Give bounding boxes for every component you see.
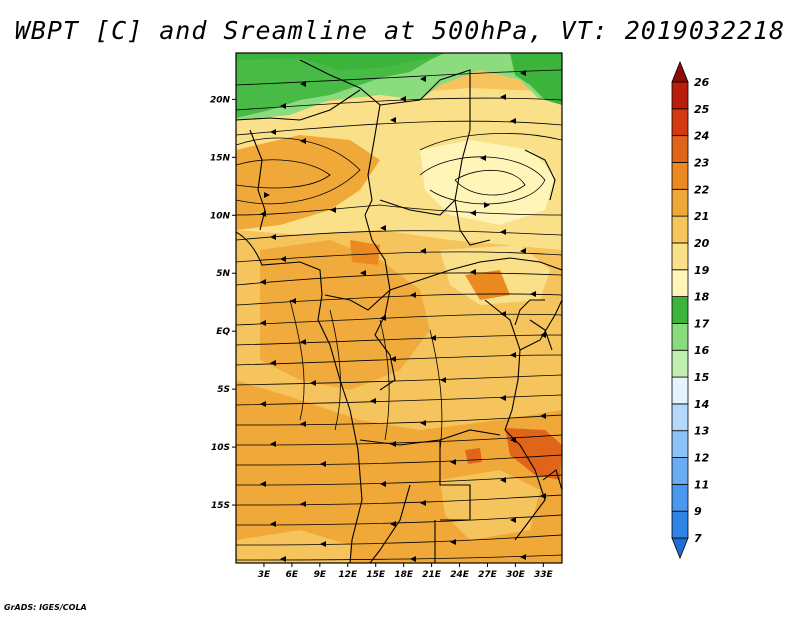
colorbar-label: 25 xyxy=(694,103,710,116)
lon-label: 24E xyxy=(450,570,470,580)
flow-arrows xyxy=(260,70,546,562)
lat-label: EQ xyxy=(216,327,230,337)
lat-label: 10S xyxy=(211,443,230,453)
colorbar-segment xyxy=(671,349,689,378)
colorbar-label: 14 xyxy=(694,398,709,411)
lon-label: 9E xyxy=(314,570,327,580)
lon-label: 6E xyxy=(286,570,299,580)
latitude-axis: 20N 15N 10N 5N EQ 5S 10S 15S xyxy=(210,95,236,511)
colorbar-label: 12 xyxy=(694,452,710,465)
lat-label: 10N xyxy=(210,211,231,221)
colorbar-segment xyxy=(671,430,689,458)
colorbar-segment xyxy=(671,483,689,512)
colorbar-label: 7 xyxy=(694,532,702,545)
colorbar-label: 26 xyxy=(694,76,710,89)
lon-label: 3E xyxy=(258,570,271,580)
colorbar: 7 9 11 12 13 14 15 16 17 18 19 20 21 22 23 24 25 26 xyxy=(671,60,710,560)
colorbar-label: 11 xyxy=(694,478,709,491)
lat-label: 20N xyxy=(210,95,231,105)
colorbar-label: 13 xyxy=(694,425,710,438)
colorbar-segment xyxy=(671,323,689,351)
colorbar-min-triangle xyxy=(671,537,689,560)
colorbar-label: 15 xyxy=(694,371,710,384)
colorbar-label: 17 xyxy=(694,317,710,330)
lat-label: 15N xyxy=(210,153,231,163)
colorbar-segment xyxy=(671,188,689,217)
wbpt-shading xyxy=(236,53,562,563)
colorbar-segment xyxy=(671,296,689,324)
colorbar-segment xyxy=(671,403,689,432)
colorbar-segment xyxy=(671,242,689,271)
chart-title: WBPT [C] and Sreamline at 500hPa, VT: 20… xyxy=(14,16,786,45)
colorbar-label: 19 xyxy=(694,264,710,277)
colorbar-max-triangle xyxy=(671,60,689,83)
lon-label: 33E xyxy=(534,570,554,580)
country-borders xyxy=(236,59,562,563)
colorbar-segment xyxy=(671,215,689,244)
colorbar-label: 16 xyxy=(694,344,710,357)
lon-label: 21E xyxy=(422,570,442,580)
streamlines xyxy=(236,69,562,561)
lon-label: 12E xyxy=(338,570,358,580)
lat-label: 15S xyxy=(211,501,230,511)
colorbar-label: 9 xyxy=(694,505,702,518)
lat-label: 5N xyxy=(216,269,230,279)
colorbar-segment xyxy=(671,457,689,485)
colorbar-segment xyxy=(671,269,689,297)
colorbar-segment xyxy=(671,376,689,405)
colorbar-label: 21 xyxy=(694,210,709,223)
colorbar-label: 20 xyxy=(694,237,710,250)
colorbar-segment xyxy=(671,162,689,190)
longitude-axis: 3E 6E 9E 12E 15E 18E 21E 24E 27E 30E 33E xyxy=(258,563,554,580)
lon-label: 27E xyxy=(478,570,498,580)
lon-label: 30E xyxy=(506,570,526,580)
map-frame xyxy=(235,52,563,564)
lon-label: 15E xyxy=(366,570,386,580)
colorbar-segment xyxy=(671,81,689,110)
colorbar-label: 23 xyxy=(694,156,710,169)
grads-credit: GrADS: IGES/COLA xyxy=(4,603,87,612)
lat-label: 5S xyxy=(217,385,230,395)
colorbar-segment xyxy=(671,108,689,137)
colorbar-label: 24 xyxy=(694,130,709,143)
colorbar-label: 18 xyxy=(694,291,710,304)
colorbar-segment xyxy=(671,135,689,163)
colorbar-segment xyxy=(671,510,689,539)
lon-label: 18E xyxy=(394,570,414,580)
colorbar-label: 22 xyxy=(694,183,710,196)
